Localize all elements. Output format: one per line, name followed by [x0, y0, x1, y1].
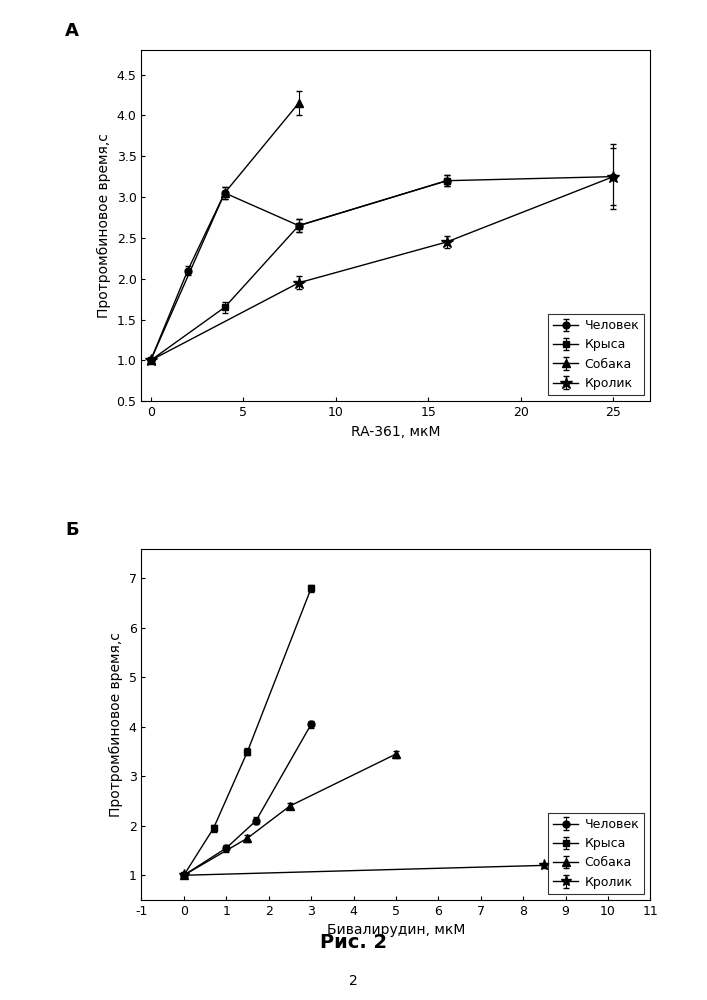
X-axis label: Бивалирудин, мкМ: Бивалирудин, мкМ	[327, 923, 465, 937]
Text: 2: 2	[349, 974, 358, 988]
Y-axis label: Протромбиновое время,с: Протромбиновое время,с	[97, 133, 111, 318]
Text: Рис. 2: Рис. 2	[320, 933, 387, 952]
Legend: Человек, Крыса, Собака, Кролик: Человек, Крыса, Собака, Кролик	[548, 813, 644, 894]
Y-axis label: Протромбиновое время,с: Протромбиновое время,с	[109, 632, 123, 817]
Text: А: А	[65, 22, 79, 40]
X-axis label: RA-361, мкМ: RA-361, мкМ	[351, 425, 440, 439]
Legend: Человек, Крыса, Собака, Кролик: Человек, Крыса, Собака, Кролик	[548, 314, 644, 395]
Text: Б: Б	[65, 521, 78, 539]
